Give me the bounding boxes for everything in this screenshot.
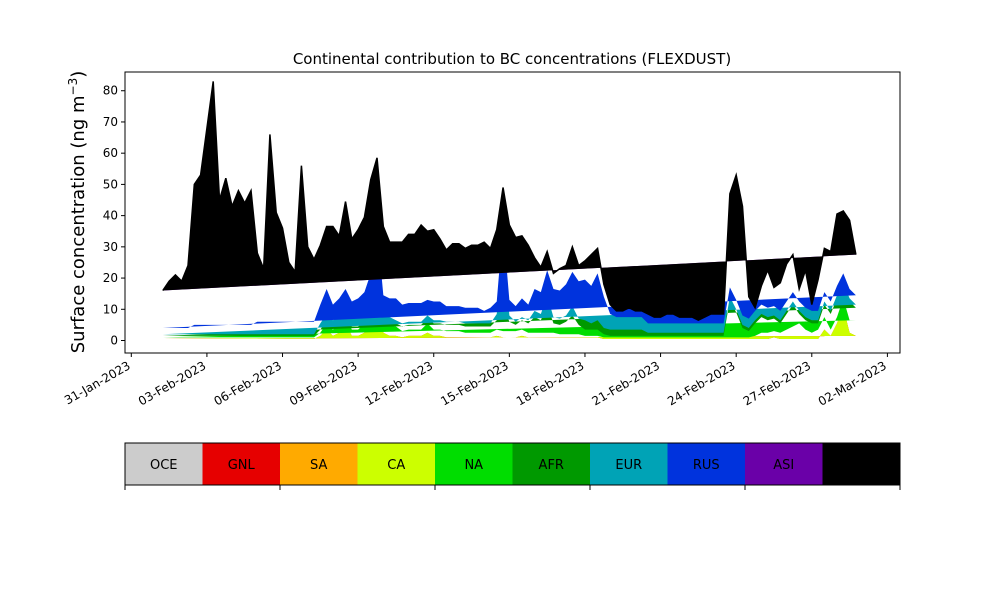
plot-frame: [124, 71, 901, 354]
x-tick-label: 06-Feb-2023: [211, 358, 284, 408]
y-tick-label: 0: [110, 334, 118, 348]
y-axis-label-exponent: −3: [66, 78, 80, 96]
legend-label-na: NA: [464, 458, 483, 473]
legend-swatch-sa: [280, 443, 358, 485]
legend: OCE GNL SA CA NA AFR EUR RUS ASI AUS: [124, 442, 901, 490]
y-tick-label: 30: [103, 240, 118, 254]
legend-swatch-oce: [125, 443, 203, 485]
y-axis-label: Surface concentration (ng m−3): [66, 71, 89, 354]
chart-title: Continental contribution to BC concentra…: [293, 50, 731, 68]
x-tick-label: 12-Feb-2023: [363, 358, 436, 408]
legend-swatch-eur: [590, 443, 668, 485]
legend-swatch-gnl: [202, 443, 280, 485]
legend-label-gnl: GNL: [228, 458, 256, 473]
y-tick-label: 80: [103, 84, 118, 98]
area-aus: [162, 81, 856, 321]
x-tick-label: 03-Feb-2023: [136, 358, 209, 408]
x-tick-label: 02-Mar-2023: [816, 358, 889, 408]
x-tick-label: 21-Feb-2023: [589, 358, 662, 408]
x-tick-label: 18-Feb-2023: [514, 358, 587, 408]
legend-label-ca: CA: [387, 458, 405, 473]
legend-label-rus: RUS: [693, 458, 720, 473]
x-tick-label: 31-Jan-2023: [62, 358, 133, 407]
area-rus: [162, 224, 856, 329]
legend-swatch-na: [435, 443, 513, 485]
legend-frame: [124, 442, 901, 486]
legend-swatch-afr: [512, 443, 590, 485]
y-tick-label: 10: [103, 302, 118, 316]
y-tick-label: 50: [103, 177, 118, 191]
legend-label-asi: ASI: [773, 458, 794, 473]
y-tick-label: 20: [103, 271, 118, 285]
total-line: [162, 81, 857, 322]
legend-label-eur: EUR: [615, 458, 642, 473]
legend-label-afr: AFR: [539, 458, 564, 473]
y-tick-label: 40: [103, 209, 118, 223]
y-tick-label: 70: [103, 115, 118, 129]
x-tick-label: 09-Feb-2023: [287, 358, 360, 408]
legend-swatch-asi: [745, 443, 823, 485]
x-tick-label: 27-Feb-2023: [741, 358, 814, 408]
x-tick-label: 15-Feb-2023: [438, 358, 511, 408]
x-tick-label: 24-Feb-2023: [665, 358, 738, 408]
legend-label-aus: AUS: [848, 458, 875, 473]
y-axis-label-close: ): [68, 71, 89, 78]
legend-swatch-rus: [667, 443, 745, 485]
legend-swatch-ca: [357, 443, 435, 485]
legend-label-sa: SA: [310, 458, 327, 473]
y-tick-label: 60: [103, 146, 118, 160]
legend-label-oce: OCE: [150, 458, 178, 473]
legend-swatch-aus: [822, 443, 900, 485]
y-axis-label-main: Surface concentration (ng m: [68, 95, 89, 353]
